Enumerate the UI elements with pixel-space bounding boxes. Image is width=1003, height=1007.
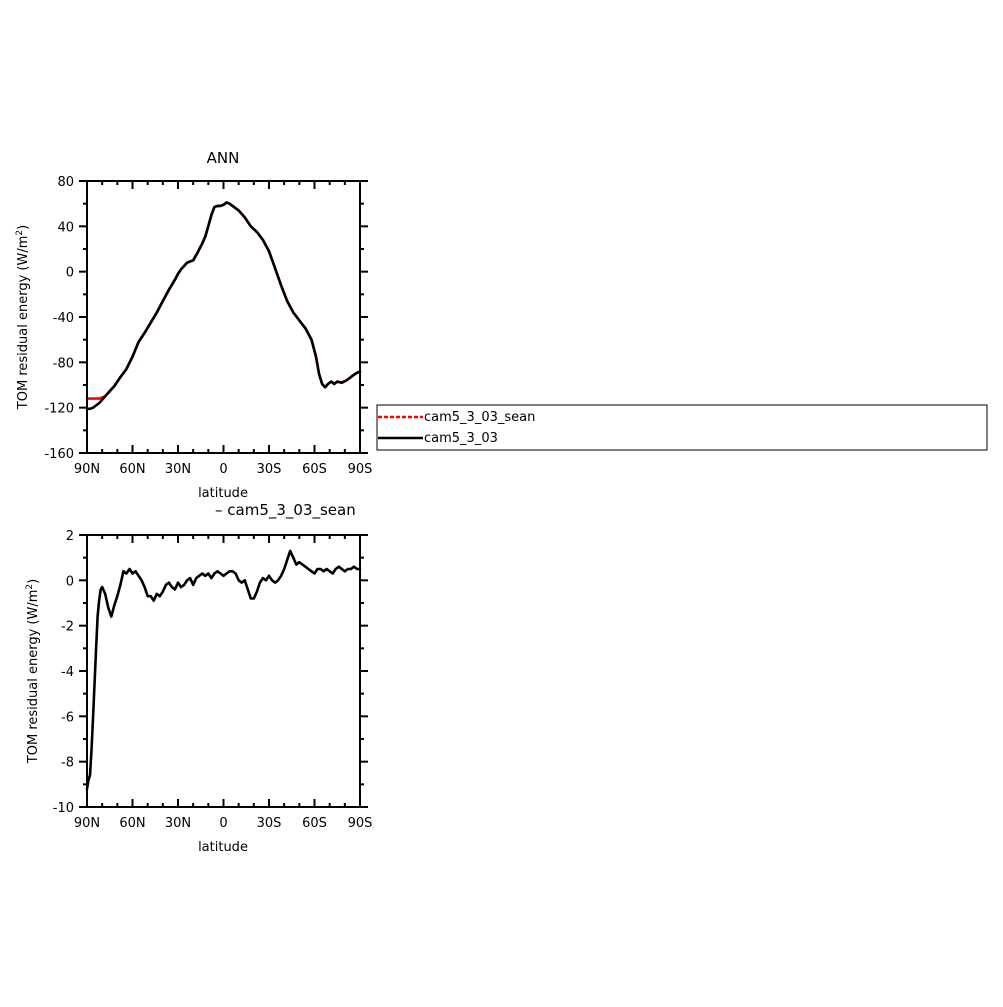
top-x-tick-label: 90S <box>348 462 373 477</box>
bottom-x-tick-label: 30N <box>165 816 191 831</box>
top-y-axis-label-sup: 2 <box>15 230 25 236</box>
top-y-tick-label: -120 <box>44 402 74 417</box>
bottom-y-axis-label-main: TOM residual energy (W/m <box>26 590 41 765</box>
top-plot-frame <box>86 180 361 454</box>
bottom-x-tick-label: 90S <box>348 816 373 831</box>
top-x-tick-label: 90N <box>74 462 100 477</box>
legend-label-cam5-3-03: cam5_3_03 <box>424 431 498 446</box>
bottom-y-axis-label-close: ) <box>26 579 41 584</box>
bottom-y-tick-label: 0 <box>66 574 74 589</box>
bottom-y-tick-label: -8 <box>61 756 74 771</box>
top-y-tick-label: -40 <box>53 311 74 326</box>
bottom-x-tick-label: 60N <box>119 816 145 831</box>
top-plot-title: ANN <box>207 149 240 167</box>
top-y-tick-label: 40 <box>57 220 74 235</box>
top-x-tick-label: 60N <box>119 462 145 477</box>
bottom-x-axis-label: latitude <box>198 840 248 855</box>
bottom-y-tick-label: -6 <box>61 710 74 725</box>
legend: cam5_3_03_sean cam5_3_03 <box>376 404 988 451</box>
top-y-tick-label: -80 <box>53 356 74 371</box>
bottom-series-line-difference <box>85 549 362 791</box>
bottom-y-axis-label: TOM residual energy (W/m2) <box>25 579 41 764</box>
bottom-y-tick-label: -10 <box>53 801 74 816</box>
bottom-y-tick-label: 2 <box>66 529 74 544</box>
top-x-tick-label: 0 <box>219 462 227 477</box>
top-panel: ANN latitude TOM residual energy (W/m2) … <box>15 149 372 501</box>
legend-label-cam5-3-03-sean: cam5_3_03_sean <box>424 410 535 425</box>
bottom-y-tick-label: -2 <box>61 620 74 635</box>
top-y-tick-label: 80 <box>57 175 74 190</box>
bottom-x-tick-label: 90N <box>74 816 100 831</box>
top-y-tick-label: 0 <box>66 266 74 281</box>
bottom-x-tick-label: 30S <box>257 816 282 831</box>
top-series-line-cam5-3-03 <box>85 201 362 411</box>
bottom-x-tick-label: 0 <box>219 816 227 831</box>
bottom-y-tick-label: -4 <box>61 665 74 680</box>
top-y-tick-label: -160 <box>44 447 74 462</box>
top-x-tick-label: 30S <box>257 462 282 477</box>
legend-box <box>376 404 988 451</box>
top-x-tick-label: 30N <box>165 462 191 477</box>
bottom-y-axis-label-sup: 2 <box>25 584 35 590</box>
top-x-axis-label: latitude <box>198 486 248 501</box>
bottom-panel: – cam5_3_03_sean latitude TOM residual e… <box>25 501 372 855</box>
bottom-x-tick-label: 60S <box>302 816 327 831</box>
top-y-axis-label-close: ) <box>16 225 31 230</box>
top-y-axis-label: TOM residual energy (W/m2) <box>15 225 31 410</box>
bottom-plot-title: – cam5_3_03_sean <box>215 501 356 520</box>
top-x-tick-label: 60S <box>302 462 327 477</box>
top-y-axis-label-main: TOM residual energy (W/m <box>16 236 31 411</box>
